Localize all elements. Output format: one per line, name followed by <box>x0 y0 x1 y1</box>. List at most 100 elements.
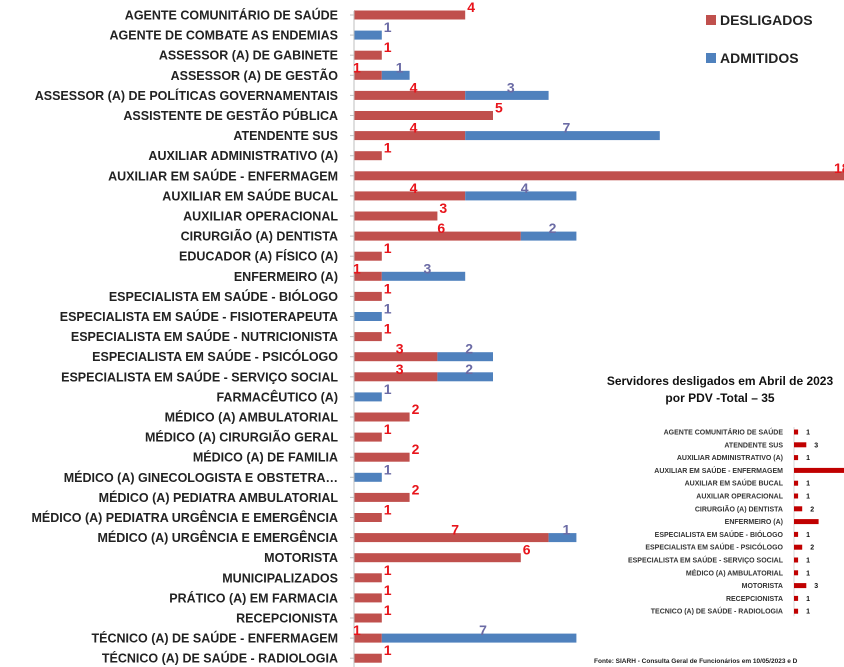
data-label-desligados: 1 <box>384 140 392 156</box>
inset-category-label: AUXILIAR EM SAÚDE - ENFERMAGEM <box>654 466 783 475</box>
category-label: AUXILIAR EM SAÚDE - ENFERMAGEM <box>108 168 338 183</box>
data-label-desligados: 6 <box>523 542 531 558</box>
bar-desligados <box>354 211 438 221</box>
data-label-desligados: 4 <box>410 180 418 196</box>
inset-bar <box>794 455 799 461</box>
inset-bar <box>794 442 807 448</box>
bar-admitidos <box>465 131 660 141</box>
category-label: ASSESSOR (A) DE POLÍTICAS GOVERNAMENTAIS <box>35 88 338 103</box>
main-bars <box>354 10 844 663</box>
data-label-admitidos: 1 <box>384 381 392 397</box>
data-label-desligados: 1 <box>384 321 392 337</box>
data-label-desligados: 6 <box>437 220 445 236</box>
category-label: PRÁTICO (A) EM FARMACIA <box>169 590 338 605</box>
legend-swatch-desligados <box>706 15 716 25</box>
bar-admitidos <box>354 30 382 40</box>
bar-desligados <box>354 70 382 80</box>
category-label: MUNICIPALIZADOS <box>222 571 338 585</box>
inset-bar <box>794 583 807 589</box>
inset-title: Servidores desligados em Abril de 2023 <box>607 374 834 388</box>
data-label-desligados: 1 <box>384 602 392 618</box>
inset-category-label: RECEPCIONISTA <box>726 596 783 603</box>
data-label-desligados: 3 <box>396 341 404 357</box>
data-label-desligados: 7 <box>451 522 459 538</box>
category-label: ESPECIALISTA EM SAÚDE - NUTRICIONISTA <box>71 329 338 344</box>
inset-data-label: 3 <box>814 583 818 590</box>
category-label: ESPECIALISTA EM SAÚDE - FISIOTERAPEUTA <box>60 309 338 324</box>
main-category-labels: AGENTE COMUNITÁRIO DE SAÚDE AGENTE DE COM… <box>32 8 339 666</box>
bar-admitidos <box>354 312 382 321</box>
bar-desligados <box>354 151 382 161</box>
data-label-desligados: 18 <box>834 160 844 176</box>
data-label-admitidos: 2 <box>465 361 473 377</box>
main-axis <box>350 11 355 667</box>
category-label: CIRURGIÃO (A) DENTISTA <box>181 229 338 244</box>
bar-desligados <box>354 513 382 522</box>
category-label: MÉDICO (A) PEDIATRA URGÊNCIA E EMERGÊNCI… <box>32 510 339 525</box>
data-label-desligados: 1 <box>384 421 392 437</box>
inset-data-label: 1 <box>806 558 810 565</box>
bar-desligados <box>354 191 466 201</box>
category-label: ESPECIALISTA EM SAÚDE - SERVIÇO SOCIAL <box>61 369 338 384</box>
bar-desligados <box>354 90 466 100</box>
inset-category-label: MÉDICO (A) AMBULATORIAL <box>686 568 784 577</box>
data-label-desligados: 1 <box>353 59 361 75</box>
bar-admitidos <box>381 633 577 643</box>
data-label-admitidos: 1 <box>384 301 392 317</box>
bar-desligados <box>354 653 382 663</box>
inset-category-label: AUXILIAR ADMINISTRATIVO (A) <box>677 455 783 462</box>
bar-desligados <box>354 50 382 60</box>
bar-desligados <box>354 291 382 301</box>
bar-desligados <box>354 573 382 583</box>
bar-desligados <box>354 613 382 623</box>
bar-desligados <box>354 452 410 462</box>
category-label: FARMACÊUTICO (A) <box>216 389 338 404</box>
bar-desligados <box>354 593 382 603</box>
inset-data-label: 1 <box>806 532 810 539</box>
bar-admitidos <box>437 352 493 362</box>
data-label-admitidos: 1 <box>563 522 571 538</box>
legend: DESLIGADOS ADMITIDOS <box>706 12 813 66</box>
bar-desligados <box>354 432 382 442</box>
inset-category-label: AGENTE COMUNITÁRIO DE SAÚDE <box>664 428 784 437</box>
data-label-admitidos: 4 <box>521 180 529 196</box>
category-label: ASSESSOR (A) DE GABINETE <box>159 49 338 63</box>
inset-bar <box>794 506 803 512</box>
category-label: MÉDICO (A) PEDIATRA AMBULATORIAL <box>99 490 339 505</box>
bar-desligados <box>354 271 382 281</box>
inset-category-label: ESPECIALISTA EM SAÚDE - PSICÓLOGO <box>645 543 783 552</box>
inset-bar <box>794 519 819 525</box>
data-label-desligados: 5 <box>495 100 503 116</box>
bar-desligados <box>354 231 521 241</box>
bar-desligados <box>354 251 382 261</box>
data-label-desligados: 1 <box>384 39 392 55</box>
category-label: AGENTE COMUNITÁRIO DE SAÚDE <box>125 8 338 23</box>
category-label: ENFERMEIRO (A) <box>234 270 338 284</box>
inset-category-label: ENFERMEIRO (A) <box>725 519 783 526</box>
data-label-admitidos: 1 <box>384 19 392 35</box>
data-label-admitidos: 7 <box>563 120 571 136</box>
category-label: TÉCNICO (A) DE SAÚDE - RADIOLOGIA <box>102 651 338 666</box>
category-label: MÉDICO (A) URGÊNCIA E EMERGÊNCIA <box>97 530 338 545</box>
main-value-labels: 4111143547118443621131113232121212171611… <box>353 0 844 658</box>
inset-data-label: 1 <box>806 481 810 488</box>
data-label-desligados: 4 <box>410 79 418 95</box>
category-label: AUXILIAR OPERACIONAL <box>183 210 338 224</box>
inset-category-label: ESPECIALISTA EM SAÚDE - BIÓLOGO <box>655 530 784 539</box>
bar-desligados <box>354 171 844 181</box>
data-label-admitidos: 2 <box>549 220 557 236</box>
category-label: ATENDENTE SUS <box>233 129 338 143</box>
bar-admitidos <box>548 533 577 543</box>
inset-data-label: 1 <box>806 494 810 501</box>
data-label-desligados: 2 <box>412 441 420 457</box>
inset-category-label: CIRURGIÃO (A) DENTISTA <box>695 504 783 513</box>
inset-data-label: 3 <box>814 442 818 449</box>
category-label: AUXILIAR EM SAÚDE BUCAL <box>162 188 338 203</box>
bar-desligados <box>354 131 466 141</box>
bar-desligados <box>354 633 382 643</box>
inset-title: por PDV -Total – 35 <box>665 391 774 405</box>
inset-category-label: MOTORISTA <box>742 583 783 590</box>
bar-admitidos <box>437 372 493 382</box>
bar-admitidos <box>354 472 382 482</box>
bar-desligados <box>354 553 521 563</box>
